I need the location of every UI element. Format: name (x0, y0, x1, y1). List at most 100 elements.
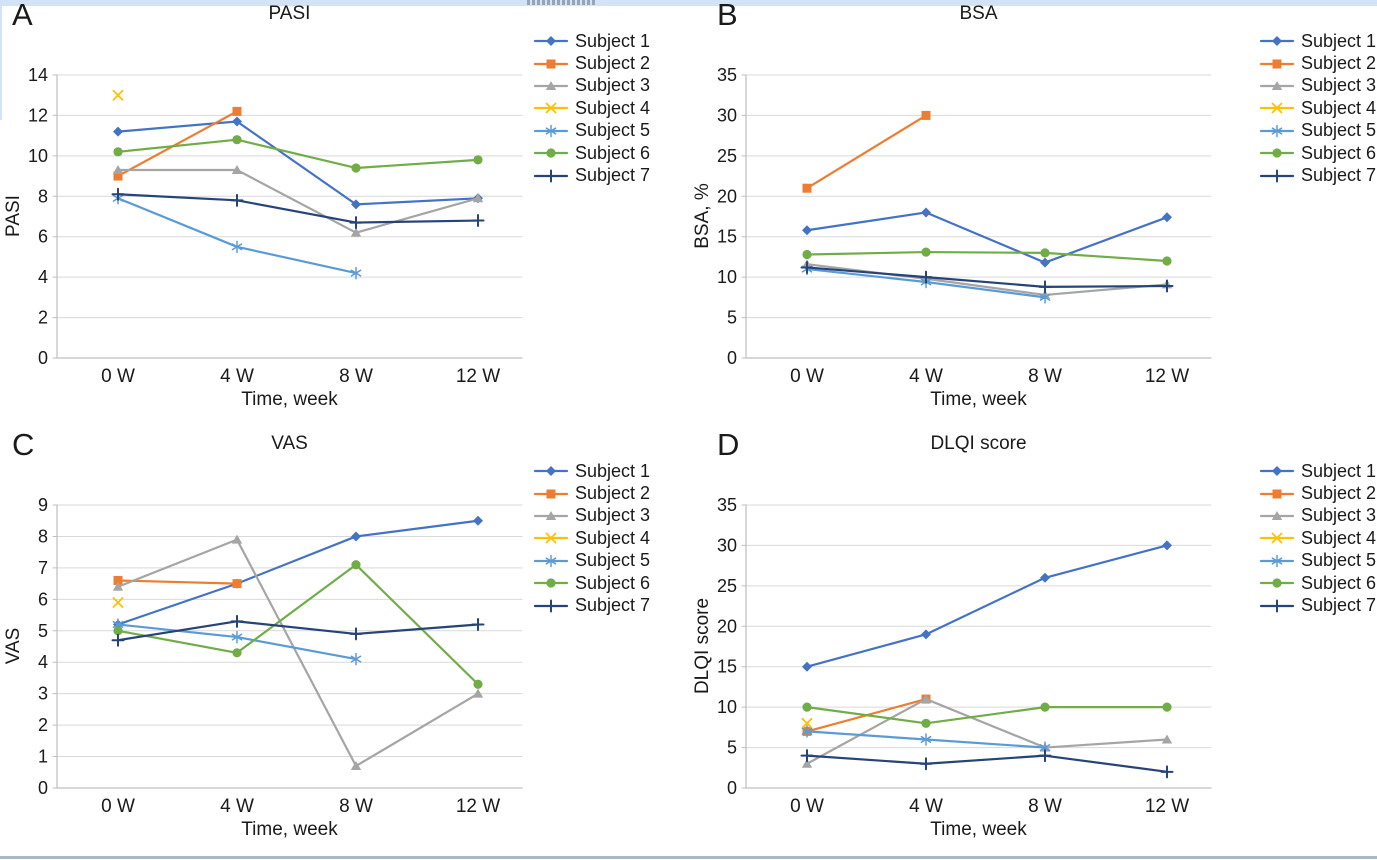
svg-text:9: 9 (38, 495, 48, 515)
square-marker-icon (1259, 489, 1295, 499)
legend-item: Subject 7 (1259, 164, 1376, 186)
chart-canvas-a: 0 2 4 6 8 10 12 14 0 W 4 W 8 W 12 W (28, 65, 523, 387)
legend-label: Subject 4 (1301, 527, 1377, 548)
diamond-marker-icon (1259, 466, 1295, 477)
legend-label: Subject 3 (575, 505, 651, 526)
svg-text:25: 25 (717, 576, 737, 596)
svg-text:20: 20 (717, 186, 737, 206)
circle-marker-icon (533, 578, 569, 588)
svg-text:4 W: 4 W (909, 796, 943, 817)
legend-item: Subject 5 (533, 120, 650, 142)
svg-text:5: 5 (38, 621, 48, 641)
legend-label: Subject 3 (575, 75, 651, 96)
pasi-chart-plot: 0 2 4 6 8 10 12 14 0 W 4 W 8 W 12 W (0, 0, 688, 430)
bottom-border-strip (0, 856, 1377, 859)
legend-item: Subject 4 (1259, 527, 1376, 549)
legend-item: Subject 1 (1259, 30, 1376, 52)
svg-text:7: 7 (38, 558, 48, 578)
bsa-legend: Subject 1 Subject 2 Subject 3 Subject 4 Subj… (1259, 30, 1376, 187)
panel-letter-c: C (12, 427, 35, 462)
legend-label: Subject 1 (1301, 30, 1377, 51)
svg-text:0: 0 (38, 778, 48, 798)
legend-label: Subject 7 (1301, 165, 1377, 186)
legend-label: Subject 2 (1301, 53, 1377, 74)
svg-text:30: 30 (717, 535, 737, 555)
pasi-y-axis-label: PASI (3, 195, 24, 237)
svg-text:12 W: 12 W (1145, 796, 1189, 817)
asterisk-marker-icon (1259, 124, 1295, 137)
panel-letter-a: A (12, 0, 33, 32)
pasi-legend: Subject 1 Subject 2 Subject 3 Subject 4 Subj… (533, 30, 650, 187)
svg-text:15: 15 (717, 227, 737, 247)
legend-label: Subject 6 (1301, 142, 1377, 163)
plus-marker-icon (533, 169, 569, 183)
clipped-header-fragment (527, 0, 597, 5)
legend-item: Subject 3 (533, 75, 650, 97)
legend-label: Subject 1 (575, 460, 651, 481)
legend-label: Subject 2 (575, 53, 651, 74)
bsa-chart-plot: 0 5 10 15 20 25 30 35 0 W 4 W 8 W 12 W (689, 0, 1377, 430)
vas-chart-plot: 0 1 2 3 4 5 6 7 8 9 0 W 4 W 8 W 12 W (0, 430, 688, 860)
svg-text:8: 8 (38, 186, 48, 206)
svg-text:4 W: 4 W (909, 366, 943, 387)
svg-text:10: 10 (28, 146, 48, 166)
legend-label: Subject 4 (575, 97, 651, 118)
svg-text:8 W: 8 W (1028, 366, 1062, 387)
legend-item: Subject 2 (1259, 52, 1376, 74)
legend-item: Subject 5 (1259, 120, 1376, 142)
legend-item: Subject 3 (1259, 505, 1376, 527)
svg-text:8: 8 (38, 526, 48, 546)
chart-canvas-c: 0 1 2 3 4 5 6 7 8 9 0 W 4 W 8 W 12 W (38, 495, 523, 817)
dlqi-chart-title: DLQI score (930, 433, 1027, 454)
square-marker-icon (533, 489, 569, 499)
vas-x-axis-label: Time, week (241, 819, 338, 840)
legend-item: Subject 5 (533, 550, 650, 572)
square-marker-icon (1259, 59, 1295, 69)
svg-text:1: 1 (38, 747, 48, 767)
bsa-chart-title: BSA (959, 3, 998, 24)
asterisk-marker-icon (533, 554, 569, 567)
legend-label: Subject 2 (575, 483, 651, 504)
svg-text:20: 20 (717, 616, 737, 636)
vas-legend: Subject 1 Subject 2 Subject 3 Subject 4 Subj… (533, 460, 650, 617)
svg-text:14: 14 (28, 65, 48, 85)
legend-item: Subject 6 (533, 142, 650, 164)
legend-label: Subject 6 (575, 572, 651, 593)
panel-letter-d: D (717, 427, 740, 462)
triangle-marker-icon (1259, 510, 1295, 520)
legend-item: Subject 4 (533, 527, 650, 549)
legend-label: Subject 7 (575, 165, 651, 186)
diamond-marker-icon (533, 36, 569, 47)
legend-item: Subject 1 (533, 460, 650, 482)
legend-item: Subject 3 (1259, 75, 1376, 97)
x-marker-icon (533, 102, 569, 114)
legend-item: Subject 4 (533, 97, 650, 119)
svg-text:0 W: 0 W (101, 366, 135, 387)
panel-letter-b: B (717, 0, 738, 32)
svg-text:0 W: 0 W (790, 796, 824, 817)
legend-item: Subject 7 (1259, 594, 1376, 616)
legend-label: Subject 1 (575, 30, 651, 51)
legend-item: Subject 7 (533, 164, 650, 186)
svg-text:0: 0 (727, 348, 737, 368)
legend-label: Subject 5 (1301, 120, 1377, 141)
svg-text:12: 12 (28, 105, 48, 125)
svg-text:12 W: 12 W (456, 796, 500, 817)
diamond-marker-icon (1259, 36, 1295, 47)
legend-item: Subject 6 (1259, 572, 1376, 594)
svg-text:4 W: 4 W (220, 796, 254, 817)
legend-label: Subject 4 (1301, 97, 1377, 118)
legend-item: Subject 3 (533, 505, 650, 527)
top-border-strip (0, 0, 1377, 6)
plus-marker-icon (533, 599, 569, 613)
svg-text:4 W: 4 W (220, 366, 254, 387)
legend-label: Subject 6 (575, 142, 651, 163)
dlqi-chart-plot: 0 5 10 15 20 25 30 35 0 W 4 W 8 W 12 W (689, 430, 1377, 860)
svg-text:0: 0 (38, 348, 48, 368)
svg-text:3: 3 (38, 684, 48, 704)
dlqi-legend: Subject 1 Subject 2 Subject 3 Subject 4 Subj… (1259, 460, 1376, 617)
chart-canvas-b: 0 5 10 15 20 25 30 35 0 W 4 W 8 W 12 W (717, 65, 1212, 387)
panel-vas: 0 1 2 3 4 5 6 7 8 9 0 W 4 W 8 W 12 W C VAS VAS Time, … (0, 427, 689, 860)
x-marker-icon (1259, 532, 1295, 544)
